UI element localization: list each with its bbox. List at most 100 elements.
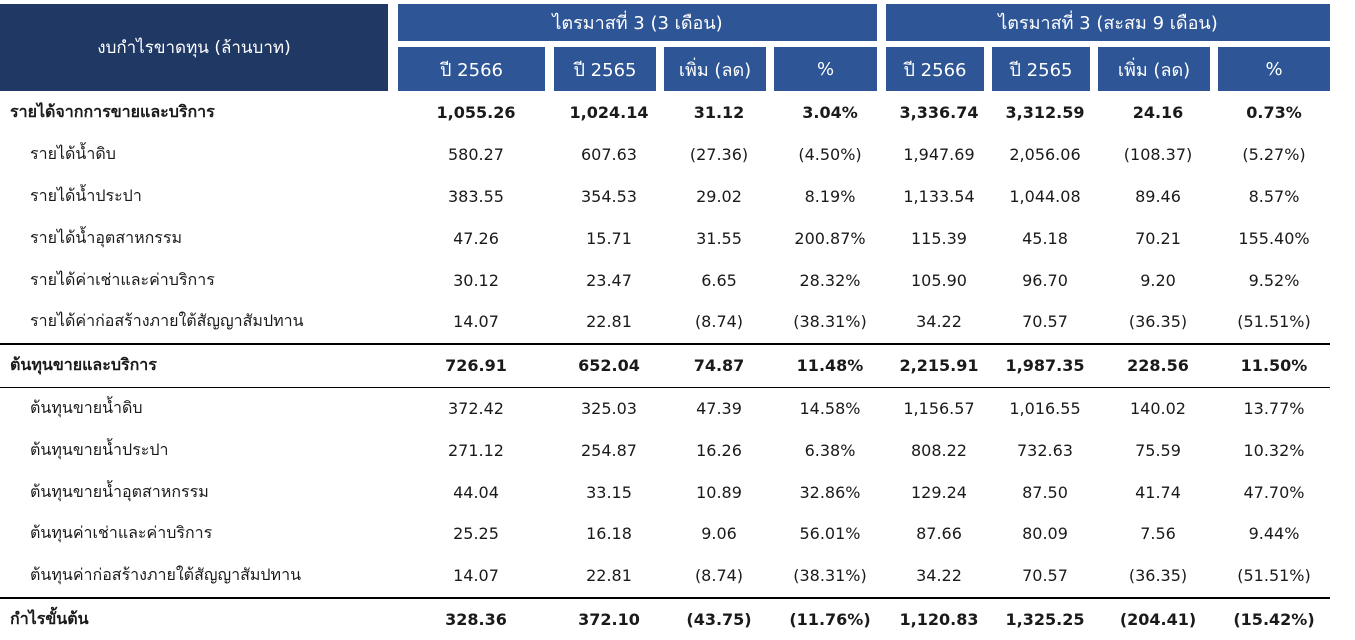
cell-q3-2566: 25.25: [453, 524, 499, 544]
column-header-9m-change: เพิ่ม (ลด): [1098, 47, 1210, 91]
cell-q3-2566: 14.07: [453, 312, 499, 332]
row-label: รายได้น้ำดิบ: [30, 144, 116, 164]
cell-9m-2566: 34.22: [916, 566, 962, 586]
cell-9m-2566: 105.90: [911, 270, 967, 290]
cell-q3-2565: 607.63: [581, 145, 637, 165]
cell-9m-2566: 34.22: [916, 312, 962, 332]
cell-q3-2565: 372.10: [554, 596, 664, 640]
cell-q3-2565: 15.71: [586, 228, 632, 248]
table-row: รายได้น้ำดิบ 580.27 607.63 (27.36) (4.50…: [0, 134, 1330, 176]
cell-q3-percent: 28.32%: [799, 270, 861, 290]
cell-q3-change: 9.06: [701, 524, 737, 544]
cell-9m-2565: 3,312.59: [1005, 103, 1085, 123]
table-row: ต้นทุนขายน้ำประปา 271.12 254.87 16.26 6.…: [0, 429, 1330, 471]
cell-q3-change: 74.87: [664, 342, 774, 388]
cell-9m-change: 70.21: [1135, 228, 1181, 248]
cell-9m-change: (108.37): [1123, 145, 1193, 165]
cell-9m-percent: 8.57%: [1248, 186, 1300, 206]
table-row-cost-of-sales: ต้นทุนขายและบริการ 726.91 652.04 74.87 1…: [0, 342, 1330, 388]
cell-9m-2565: 1,987.35: [992, 342, 1098, 388]
row-label: กำไรขั้นต้น: [0, 596, 398, 640]
cell-q3-percent: 32.86%: [799, 482, 861, 502]
cell-q3-percent: 3.04%: [802, 103, 858, 123]
cell-9m-2565: 732.63: [1017, 440, 1073, 460]
cell-q3-change: 29.02: [696, 186, 742, 206]
row-label: รายได้จากการขายและบริการ: [10, 102, 215, 122]
cell-q3-percent: 14.58%: [799, 398, 861, 418]
column-header-9m-2565: ปี 2565: [992, 47, 1090, 91]
cell-q3-percent: (4.50%): [798, 145, 862, 165]
table-row: ต้นทุนค่าเช่าและค่าบริการ 25.25 16.18 9.…: [0, 513, 1330, 555]
cell-q3-2565: 23.47: [586, 270, 632, 290]
cell-9m-2565: 70.57: [1022, 566, 1068, 586]
cell-q3-change: 16.26: [696, 440, 742, 460]
cell-q3-change: (8.74): [694, 566, 744, 586]
row-label: รายได้น้ำอุตสาหกรรม: [30, 227, 183, 247]
cell-q3-2565: 652.04: [554, 342, 664, 388]
cell-9m-change: 228.56: [1098, 342, 1218, 388]
cell-9m-2565: 96.70: [1022, 270, 1068, 290]
cell-q3-2566: 14.07: [453, 566, 499, 586]
column-header-9m-2566: ปี 2566: [886, 47, 984, 91]
cell-q3-change: 6.65: [701, 270, 737, 290]
cell-q3-change: 31.55: [696, 228, 742, 248]
cell-9m-2566: 2,215.91: [886, 342, 992, 388]
cell-q3-2566: 44.04: [453, 482, 499, 502]
column-header-q3-percent: %: [774, 47, 877, 91]
cell-q3-2565: 16.18: [586, 524, 632, 544]
cell-9m-change: 9.20: [1140, 270, 1176, 290]
cell-q3-2566: 580.27: [448, 145, 504, 165]
cell-9m-percent: (51.51%): [1237, 312, 1311, 332]
cell-q3-percent: 200.87%: [794, 228, 866, 248]
cell-q3-change: 47.39: [696, 398, 742, 418]
row-label: ต้นทุนค่าเช่าและค่าบริการ: [30, 523, 213, 543]
cell-9m-2565: 1,016.55: [1009, 398, 1081, 418]
cell-9m-2566: 115.39: [911, 228, 967, 248]
column-header-q3-2565: ปี 2565: [554, 47, 656, 91]
cell-9m-2566: 87.66: [916, 524, 962, 544]
cell-9m-change: 89.46: [1135, 186, 1181, 206]
cell-9m-2566: 1,156.57: [903, 398, 975, 418]
group-header-9m: ไตรมาสที่ 3 (สะสม 9 เดือน): [886, 4, 1330, 41]
cell-q3-change: (8.74): [694, 312, 744, 332]
cell-q3-change: (43.75): [664, 596, 774, 640]
cell-9m-2565: 2,056.06: [1009, 145, 1081, 165]
cell-9m-change: (36.35): [1128, 312, 1188, 332]
cell-9m-percent: 10.32%: [1243, 440, 1305, 460]
row-label: รายได้ค่าเช่าและค่าบริการ: [30, 269, 215, 289]
cell-q3-2566: 30.12: [453, 270, 499, 290]
cell-9m-percent: 47.70%: [1243, 482, 1305, 502]
cell-9m-percent: 0.73%: [1246, 103, 1302, 123]
column-header-9m-percent: %: [1218, 47, 1330, 91]
cell-9m-2566: 3,336.74: [899, 103, 979, 123]
column-header-q3-2566: ปี 2566: [398, 47, 545, 91]
row-label: รายได้น้ำประปา: [30, 185, 142, 205]
row-label: ต้นทุนขายน้ำดิบ: [30, 397, 143, 417]
cell-9m-2565: 87.50: [1022, 482, 1068, 502]
cell-q3-change: 31.12: [693, 103, 745, 123]
cell-9m-percent: 13.77%: [1243, 398, 1305, 418]
cell-9m-percent: (5.27%): [1242, 145, 1306, 165]
cell-9m-2565: 1,325.25: [992, 596, 1098, 640]
cell-q3-2565: 354.53: [581, 186, 637, 206]
cell-q3-change: 10.89: [696, 482, 742, 502]
group-header-q3: ไตรมาสที่ 3 (3 เดือน): [398, 4, 877, 41]
cell-q3-2566: 1,055.26: [436, 103, 516, 123]
cell-9m-change: 140.02: [1130, 398, 1186, 418]
cell-q3-2566: 271.12: [448, 440, 504, 460]
cell-9m-percent: 155.40%: [1238, 228, 1310, 248]
cell-9m-percent: (51.51%): [1237, 566, 1311, 586]
cell-q3-2566: 328.36: [398, 596, 554, 640]
cell-9m-change: 41.74: [1135, 482, 1181, 502]
cell-9m-2566: 1,133.54: [903, 186, 975, 206]
cell-q3-2566: 383.55: [448, 186, 504, 206]
cell-q3-2566: 372.42: [448, 398, 504, 418]
cell-9m-change: (36.35): [1128, 566, 1188, 586]
cell-q3-2566: 726.91: [398, 342, 554, 388]
cell-9m-2566: 1,947.69: [903, 145, 975, 165]
cell-q3-2565: 33.15: [586, 482, 632, 502]
row-label: ต้นทุนขายน้ำอุตสาหกรรม: [30, 481, 209, 501]
cell-q3-percent: (38.31%): [793, 566, 867, 586]
cell-9m-2566: 808.22: [911, 440, 967, 460]
